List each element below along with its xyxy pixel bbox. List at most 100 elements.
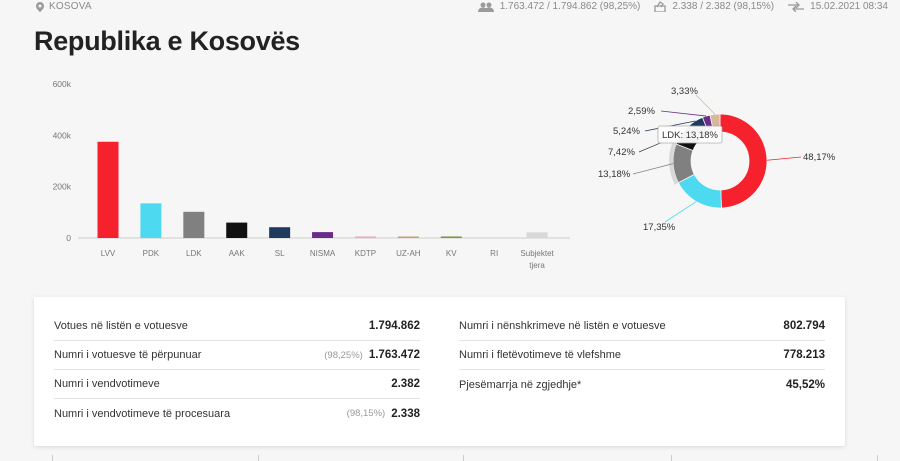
stat-row: Numri i votuesve të përpunuar (98,25%) 1.7… [54, 341, 420, 370]
stat-value-group: 802.794 [783, 320, 825, 332]
x-tick-label: LDK [186, 249, 202, 258]
map-pin-icon [36, 1, 44, 12]
x-tick-label: UZ-AH [396, 249, 421, 258]
label-leader-line [766, 156, 802, 161]
stat-value: 802.794 [783, 320, 825, 332]
label-leader-line [695, 94, 716, 115]
bar-ri[interactable] [483, 237, 505, 238]
stat-value: 2.338 [391, 407, 420, 420]
bar-sl[interactable] [269, 227, 291, 238]
divider-tick [877, 455, 878, 461]
stat-label: Pjesëmarrja në zgjedhje* [459, 378, 582, 391]
updated-stat-text: 15.02.2021 08:34 [810, 1, 888, 12]
voters-stat: 1.763.472 / 1.794.862 (98,25%) [477, 1, 641, 12]
stat-value-group: 45,52% [786, 379, 825, 391]
x-tick-label: LVV [101, 249, 116, 258]
stat-value: 1.763.472 [368, 349, 420, 361]
bar-nisma[interactable] [312, 232, 334, 238]
y-tick-label: 400k [53, 130, 72, 140]
donut-value-label: 48,17% [803, 152, 836, 163]
votes-donut-chart: 48,17% 17,35% 13,18% 7,42% 5,24% 2,59% 3,33% LD… [598, 86, 836, 233]
label-leader-line [632, 163, 674, 175]
x-tick-label: Subjektet [520, 249, 554, 258]
stat-value: 778.213 [783, 349, 825, 361]
stat-value: 45,52% [785, 378, 825, 391]
bar-lvv[interactable] [97, 141, 119, 238]
stat-value-group: 778.213 [783, 349, 825, 361]
stat-row: Numri i vendvotimeve të procesuara (98,15… [54, 399, 420, 428]
voters-stat-text: 1.763.472 / 1.794.862 (98,25%) [499, 1, 641, 12]
stat-row: Numri i vendvotimeve 2.382 [54, 370, 420, 399]
location-breadcrumb[interactable]: KOSOVA [36, 1, 92, 12]
donut-value-label: 5,24% [613, 126, 640, 137]
x-tick-label: NISMA [310, 249, 336, 258]
stat-label: Numri i vendvotimeve [54, 378, 160, 390]
bar-uz-ah[interactable] [397, 236, 419, 238]
bar-kdtp[interactable] [354, 236, 376, 238]
x-tick-label: KV [446, 249, 457, 258]
x-tick-label: KDTP [355, 249, 376, 258]
divider-tick [52, 455, 53, 461]
stat-label: Numri i nënshkrimeve në listën e votuesv… [459, 320, 666, 332]
x-tick-label: SL [275, 249, 285, 258]
x-tick-label: PDK [143, 249, 160, 258]
bar-pdk[interactable] [140, 203, 162, 238]
stations-stat: 2.338 / 2.382 (98,15%) [654, 1, 774, 12]
stat-value: 2.382 [391, 378, 420, 390]
donut-value-label: 7,42% [608, 147, 635, 158]
stat-label: Numri i vendvotimeve të procesuara [54, 407, 231, 420]
updated-stat: 15.02.2021 08:34 [788, 1, 888, 12]
tooltip-text: LDK: 13,18% [662, 130, 719, 141]
donut-value-label: 17,35% [643, 222, 676, 233]
stat-label: Votues në listën e votuesve [54, 320, 188, 332]
x-tick-label: AAK [229, 249, 246, 258]
top-stats-bar: KOSOVA 1.763.472 / 1.794.862 (98,25%) 2.… [0, 0, 900, 14]
y-tick-label: 0 [66, 233, 71, 243]
statistics-card: Votues në listën e votuesve 1.794.862 Numr… [34, 297, 845, 446]
votes-bar-chart: 0 200k 400k 600k LVV PDK LDK AAK SL NISMA KDTP UZ-A… [53, 79, 570, 270]
stat-label: Numri i votuesve të përpunuar [54, 349, 202, 361]
y-tick-label: 600k [53, 79, 72, 89]
label-leader-line [664, 201, 697, 223]
bar-ldk[interactable] [183, 211, 205, 238]
page-title: Republika e Kosovës [34, 26, 300, 56]
divider-tick [258, 455, 259, 461]
stat-row: Numri i nënshkrimeve në listën e votuesv… [459, 312, 825, 341]
donut-value-label: 3,33% [671, 86, 698, 97]
stat-row: Pjesëmarrja në zgjedhje* 45,52% [459, 370, 825, 399]
donut-tooltip: LDK: 13,18% [657, 125, 723, 144]
stat-row: Numri i fletëvotimeve të vlefshme 778.213 [459, 341, 825, 370]
slice-hover-halo [669, 142, 679, 185]
stations-stat-text: 2.338 / 2.382 (98,15%) [672, 1, 775, 12]
donut-value-label: 13,18% [598, 169, 631, 180]
bar-kv[interactable] [440, 236, 462, 238]
stats-right-column: Numri i nënshkrimeve në listën e votuesv… [459, 312, 825, 399]
label-leader-line [660, 110, 707, 117]
tooltip-box [657, 125, 723, 144]
ballot-box-icon [654, 1, 667, 12]
location-label: KOSOVA [49, 1, 92, 12]
header-stats: 1.763.472 / 1.794.862 (98,25%) 2.338 / 2… [477, 1, 888, 12]
bottom-divider-ticks [0, 455, 900, 461]
stat-row: Votues në listën e votuesve 1.794.862 [54, 312, 420, 341]
x-tick-label: RI [490, 249, 498, 258]
x-tick-label: tjera [529, 261, 545, 270]
bar-aak[interactable] [226, 222, 248, 238]
stat-value-group: 1.794.862 [369, 320, 420, 332]
y-tick-label: 200k [53, 182, 72, 192]
stat-value-group: (98,15%) 2.338 [347, 408, 420, 420]
stat-percent: (98,15%) [346, 408, 386, 419]
stats-left-column: Votues në listën e votuesve 1.794.862 Numr… [54, 312, 420, 428]
people-icon [477, 2, 494, 12]
divider-tick [671, 455, 672, 461]
divider-tick [463, 455, 464, 461]
donut-slice[interactable] [719, 113, 768, 209]
stat-label: Numri i fletëvotimeve të vlefshme [459, 349, 621, 361]
stat-value-group: 2.382 [391, 378, 420, 390]
refresh-arrows-icon [788, 1, 805, 12]
stat-percent: (98,25%) [324, 349, 363, 361]
bar-subjektet-tjera[interactable] [526, 232, 548, 238]
donut-value-label: 2,59% [628, 106, 655, 117]
stat-value: 1.794.862 [368, 320, 420, 332]
stat-value-group: (98,25%) 1.763.472 [324, 349, 420, 361]
